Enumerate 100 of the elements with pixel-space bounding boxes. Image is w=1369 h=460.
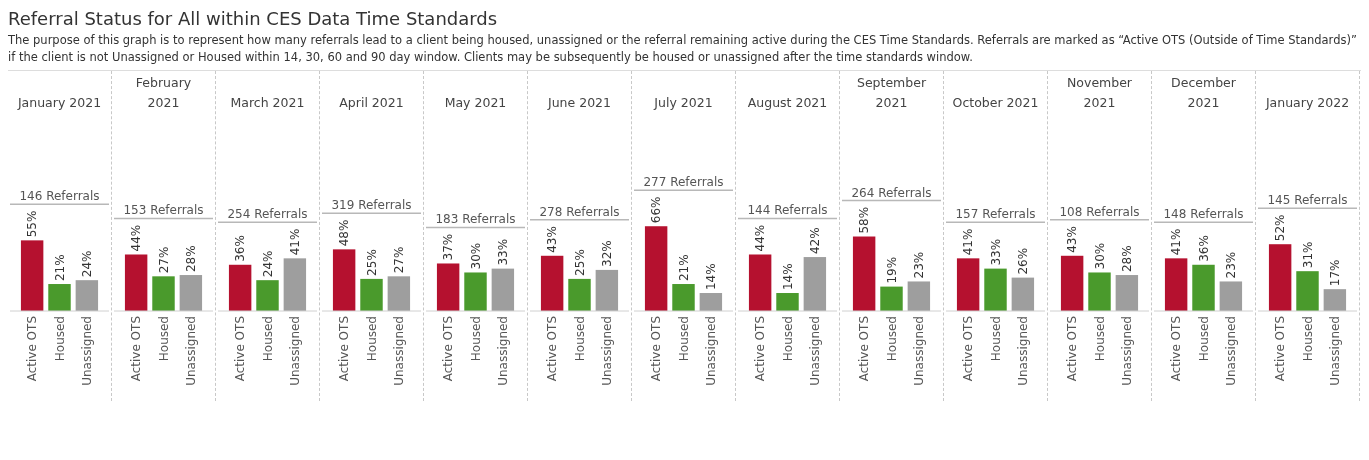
x-tick-label: Housed — [1300, 316, 1315, 362]
x-tick-label: Housed — [780, 316, 795, 362]
data-label: 36% — [233, 235, 248, 262]
text: 144 Referrals — [747, 203, 828, 218]
data-label: 31% — [1300, 241, 1315, 269]
chart-title: November 2021 — [1066, 75, 1133, 110]
data-label: 55% — [25, 210, 40, 238]
data-label: 44% — [129, 224, 144, 252]
chart-title: May 2021 — [444, 95, 507, 110]
x-tick-label: Active OTS — [857, 316, 872, 382]
data-label: 32% — [599, 240, 614, 267]
text: 264 Referrals — [851, 185, 932, 200]
x-tick-label: Housed — [468, 316, 483, 362]
x-tick-label: Unassigned — [703, 316, 718, 386]
x-tick-label: Active OTS — [753, 316, 768, 382]
x-tick-label: Active OTS — [441, 316, 456, 382]
data-label: 41% — [287, 228, 302, 256]
data-label: 14% — [780, 263, 795, 291]
data-label: 21% — [52, 254, 67, 282]
x-tick-label: Active OTS — [25, 316, 40, 382]
data-label: 52% — [1273, 214, 1288, 242]
text: 148 Referrals — [1163, 207, 1244, 222]
text: 319 Referrals — [331, 198, 412, 213]
text: 254 Referrals — [227, 207, 308, 222]
text: 183 Referrals — [435, 212, 516, 227]
x-tick-label: Unassigned — [1223, 316, 1238, 386]
data-label: 24% — [260, 250, 275, 278]
text: 153 Referrals — [123, 203, 204, 218]
data-label: 23% — [1223, 251, 1238, 279]
x-tick-label: Unassigned — [495, 316, 510, 386]
x-tick-label: Housed — [1196, 316, 1211, 362]
data-label: 30% — [468, 242, 483, 270]
data-label: 48% — [337, 219, 352, 247]
data-label: 19% — [884, 256, 899, 284]
chart-title: October 2021 — [952, 95, 1039, 110]
chart-title: December 2021 — [1171, 75, 1237, 110]
x-tick-label: Active OTS — [1065, 316, 1080, 382]
data-label: 30% — [1092, 242, 1107, 270]
chart-title: April 2021 — [339, 95, 404, 110]
x-tick-label: Unassigned — [183, 316, 198, 386]
x-tick-label: Unassigned — [79, 316, 94, 386]
data-label: 66% — [649, 196, 664, 224]
x-tick-label: Housed — [52, 316, 67, 362]
data-label: 26% — [1015, 247, 1030, 275]
x-tick-label: Housed — [572, 316, 587, 362]
data-label: 23% — [911, 251, 926, 279]
x-tick-label: Active OTS — [337, 316, 352, 382]
text: 278 Referrals — [539, 204, 620, 219]
data-label: 17% — [1327, 259, 1342, 287]
x-tick-label: Unassigned — [807, 316, 822, 386]
x-tick-label: Housed — [156, 316, 171, 362]
x-tick-label: Housed — [884, 316, 899, 362]
x-tick-label: Active OTS — [129, 316, 144, 382]
data-label: 27% — [156, 246, 171, 274]
chart-title: March 2021 — [230, 95, 305, 110]
text: The purpose of this graph is to represent how many referrals lead to a client being housed, unassigned or the referral remaining active during the CES Time Standards. Referrals are marked as “Active OTS (Outside of Time Standards)” if the client is not Unassigned or Housed within 14, 30, 60 and 90 day window. Clients may be subsequently be housed or unassigned after the time standards window. — [8, 32, 1358, 66]
data-label: 43% — [1065, 226, 1080, 253]
data-label: 33% — [988, 238, 1003, 266]
chart-title: February 2021 — [135, 75, 192, 110]
x-tick-label: Unassigned — [1327, 316, 1342, 386]
x-tick-label: Unassigned — [911, 316, 926, 386]
x-tick-label: Housed — [988, 316, 1003, 362]
x-tick-label: Active OTS — [649, 316, 664, 382]
data-label: 25% — [364, 249, 379, 276]
data-label: 27% — [391, 246, 406, 274]
text: 108 Referrals — [1059, 204, 1140, 219]
text: 157 Referrals — [955, 207, 1036, 222]
data-label: 37% — [441, 233, 456, 261]
data-label: 21% — [676, 254, 691, 282]
data-label: 41% — [961, 228, 976, 256]
x-tick-label: Active OTS — [961, 316, 976, 382]
data-label: 28% — [183, 245, 198, 273]
chart-title: June 2021 — [546, 95, 612, 110]
x-tick-label: Active OTS — [1273, 316, 1288, 382]
x-tick-label: Housed — [260, 316, 275, 362]
chart-title: September 2021 — [856, 75, 927, 110]
text: 277 Referrals — [643, 175, 724, 190]
text: Referral Status for All within CES Data Time Standards — [8, 8, 499, 29]
x-tick-label: Active OTS — [1169, 316, 1184, 382]
x-tick-label: Unassigned — [287, 316, 302, 386]
data-label: 58% — [857, 206, 872, 234]
data-label: 43% — [545, 226, 560, 253]
x-tick-label: Housed — [364, 316, 379, 362]
data-label: 24% — [79, 250, 94, 278]
data-label: 42% — [807, 227, 822, 255]
x-tick-label: Housed — [1092, 316, 1107, 362]
data-label: 25% — [572, 249, 587, 276]
x-tick-label: Unassigned — [599, 316, 614, 386]
data-label: 41% — [1169, 228, 1184, 256]
chart-title: August 2021 — [747, 95, 828, 110]
data-label: 33% — [495, 238, 510, 266]
data-label: 28% — [1119, 245, 1134, 273]
text: 145 Referrals — [1267, 193, 1348, 208]
data-label: 36% — [1196, 235, 1211, 262]
x-tick-label: Housed — [676, 316, 691, 362]
x-tick-label: Unassigned — [391, 316, 406, 386]
x-tick-label: Unassigned — [1119, 316, 1134, 386]
chart-title: January 2022 — [1264, 95, 1350, 110]
data-label: 14% — [703, 263, 718, 291]
x-tick-label: Active OTS — [233, 316, 248, 382]
